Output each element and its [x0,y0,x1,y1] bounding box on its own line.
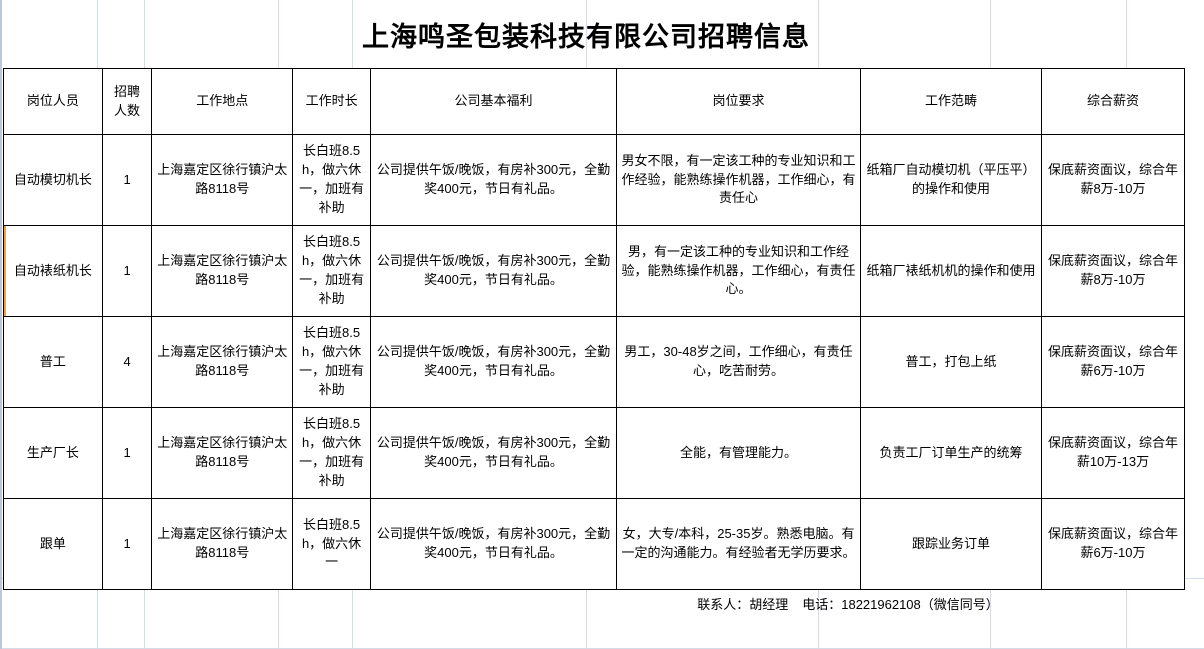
cell-headcount[interactable]: 1 [101,407,153,499]
cell-requirements[interactable]: 全能，有管理能力。 [616,407,862,499]
column-header-headcount-line2: 人数 [114,102,141,118]
cell-location[interactable]: 上海嘉定区徐行镇沪太路8118号 [151,225,294,317]
cell-welfare[interactable]: 公司提供午饭/晚饭，有房补300元，全勤奖400元，节日有礼品。 [369,498,618,590]
frozen-pane-edge [0,0,2,649]
cell-location[interactable]: 上海嘉定区徐行镇沪太路8118号 [151,407,294,499]
cell-salary[interactable]: 保底薪资面议，综合年薪6万-10万 [1040,316,1186,408]
cell-work-hours[interactable]: 长白班8.5h，做六休一 [292,498,371,590]
cell-headcount[interactable]: 4 [101,316,153,408]
cell-scope[interactable]: 普工，打包上纸 [860,316,1042,408]
cell-position[interactable]: 跟单 [3,498,103,590]
cell-location[interactable]: 上海嘉定区徐行镇沪太路8118号 [151,134,294,226]
cell-position[interactable]: 生产厂长 [3,407,103,499]
column-header-salary: 综合薪资 [1040,68,1186,135]
cell-welfare[interactable]: 公司提供午饭/晚饭，有房补300元，全勤奖400元，节日有礼品。 [369,225,618,317]
cell-work-hours[interactable]: 长白班8.5h，做六休一，加班有补助 [292,225,371,317]
cell-work-hours[interactable]: 长白班8.5h，做六休一，加班有补助 [292,407,371,499]
column-header-welfare: 公司基本福利 [369,68,618,135]
cell-salary[interactable]: 保底薪资面议，综合年薪8万-10万 [1040,134,1186,226]
cell-location[interactable]: 上海嘉定区徐行镇沪太路8118号 [151,316,294,408]
table-row[interactable]: 普工 4 上海嘉定区徐行镇沪太路8118号 长白班8.5h，做六休一，加班有补助… [3,316,1186,408]
table-row[interactable]: 生产厂长 1 上海嘉定区徐行镇沪太路8118号 长白班8.5h，做六休一，加班有… [3,407,1186,499]
cell-location[interactable]: 上海嘉定区徐行镇沪太路8118号 [151,498,294,590]
cell-requirements[interactable]: 女，大专/本科，25-35岁。熟悉电脑。有一定的沟通能力。有经验者无学历要求。 [616,498,862,590]
column-header-work-hours: 工作时长 [292,68,371,135]
cell-salary[interactable]: 保底薪资面议，综合年薪8万-10万 [1040,225,1186,317]
cell-salary[interactable]: 保底薪资面议，综合年薪10万-13万 [1040,407,1186,499]
cell-requirements[interactable]: 男，有一定该工种的专业知识和工作经验，能熟练操作机器，工作细心，有责任心。 [616,225,862,317]
contact-line: 联系人：胡经理 电话：18221962108（微信同号） [644,596,1052,614]
page-title: 上海鸣圣包装科技有限公司招聘信息 [362,21,810,52]
cell-scope[interactable]: 跟踪业务订单 [860,498,1042,590]
cell-headcount[interactable]: 1 [101,134,153,226]
column-header-headcount: 招聘 人数 [101,68,153,135]
table-row[interactable]: 自动模切机长 1 上海嘉定区徐行镇沪太路8118号 长白班8.5h，做六休一，加… [3,134,1186,226]
column-header-location: 工作地点 [151,68,294,135]
column-header-headcount-line1: 招聘 [114,83,141,99]
cell-scope[interactable]: 负责工厂订单生产的统筹 [860,407,1042,499]
cell-welfare[interactable]: 公司提供午饭/晚饭，有房补300元，全勤奖400元，节日有礼品。 [369,134,618,226]
column-header-position: 岗位人员 [3,68,103,135]
recruitment-table: 岗位人员 招聘 人数 工作地点 工作时长 公司基本福利 岗位要求 工作范畴 综合… [3,68,1186,590]
cell-salary[interactable]: 保底薪资面议，综合年薪6万-10万 [1040,498,1186,590]
title-row: 上海鸣圣包装科技有限公司招聘信息 [0,0,1204,68]
table-header-row: 岗位人员 招聘 人数 工作地点 工作时长 公司基本福利 岗位要求 工作范畴 综合… [3,68,1186,135]
cell-position[interactable]: 自动裱纸机长 [3,225,103,317]
cell-work-hours[interactable]: 长白班8.5h，做六休一，加班有补助 [292,316,371,408]
table-row[interactable]: 自动裱纸机长 1 上海嘉定区徐行镇沪太路8118号 长白班8.5h，做六休一，加… [3,225,1186,317]
cell-headcount[interactable]: 1 [101,225,153,317]
cell-welfare[interactable]: 公司提供午饭/晚饭，有房补300元，全勤奖400元，节日有礼品。 [369,316,618,408]
contact-phone: 电话：18221962108（微信同号） [802,597,999,612]
cell-position[interactable]: 普工 [3,316,103,408]
column-header-requirements: 岗位要求 [616,68,862,135]
cell-requirements[interactable]: 男工，30-48岁之间，工作细心，有责任心，吃苦耐劳。 [616,316,862,408]
contact-person: 联系人：胡经理 [697,597,789,612]
cell-position[interactable]: 自动模切机长 [3,134,103,226]
cell-scope[interactable]: 纸箱厂裱纸机机的操作和使用 [860,225,1042,317]
cell-work-hours[interactable]: 长白班8.5h，做六休一，加班有补助 [292,134,371,226]
column-header-scope: 工作范畴 [860,68,1042,135]
table-row[interactable]: 跟单 1 上海嘉定区徐行镇沪太路8118号 长白班8.5h，做六休一 公司提供午… [3,498,1186,590]
cell-welfare[interactable]: 公司提供午饭/晚饭，有房补300元，全勤奖400元，节日有礼品。 [369,407,618,499]
cell-scope[interactable]: 纸箱厂自动模切机（平压平）的操作和使用 [860,134,1042,226]
cell-headcount[interactable]: 1 [101,498,153,590]
cell-requirements[interactable]: 男女不限，有一定该工种的专业知识和工作经验，能熟练操作机器，工作细心，有责任心 [616,134,862,226]
